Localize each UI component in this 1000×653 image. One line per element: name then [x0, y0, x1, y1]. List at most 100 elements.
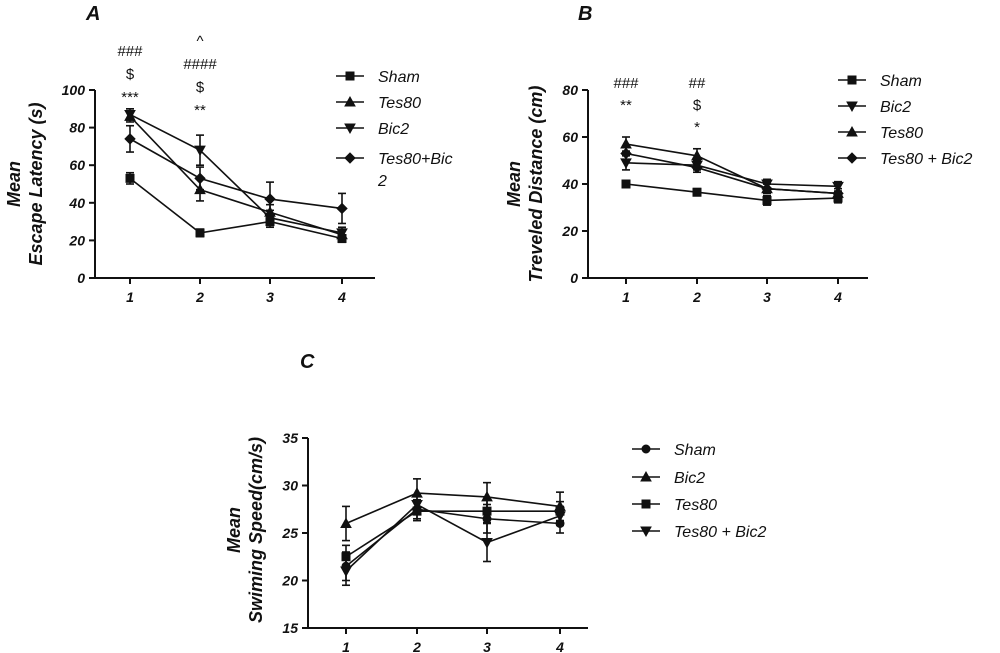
y-axis-label: Mean Escape Latency (s) [4, 102, 46, 265]
y-tick-label: 0 [77, 270, 85, 286]
data-point [194, 145, 206, 157]
legend-entry: Tes80 [632, 497, 717, 514]
significance-mark: ^ [196, 33, 203, 50]
data-point [554, 511, 566, 522]
series-line [129, 115, 343, 236]
panel-letter: B [578, 3, 592, 25]
y-tick-label: 100 [62, 82, 86, 98]
y-tick-label: 20 [561, 223, 578, 239]
data-point [481, 538, 493, 549]
significance-mark: ### [117, 43, 143, 60]
legend-entry: Tes80 + Bic2 [632, 524, 766, 541]
series-line [345, 503, 561, 572]
significance-mark: $ [196, 79, 205, 96]
series-sham [621, 179, 843, 206]
y-tick-label: 15 [282, 620, 298, 636]
legend-entry: Bic2 [838, 99, 911, 116]
legend-label: 2 [377, 173, 387, 190]
legend-label: Sham [378, 69, 420, 86]
y-axis-label-line: Swiming Speed(cm/s) [246, 437, 266, 623]
series-line [625, 152, 839, 195]
series-bic2 [620, 155, 844, 193]
data-point [411, 500, 423, 511]
legend-entry: Sham [838, 73, 922, 90]
legend-marker [344, 123, 356, 135]
series-line [345, 510, 560, 558]
series-line [625, 183, 839, 202]
significance-mark: ** [194, 102, 206, 119]
y-tick-label: 35 [282, 430, 298, 446]
x-tick-label: 3 [266, 289, 274, 305]
data-point [125, 173, 135, 183]
y-axis-label-line: Escape Latency (s) [26, 102, 46, 265]
x-tick-label: 1 [342, 639, 350, 653]
x-tick-label: 4 [833, 289, 842, 305]
series-line [625, 162, 839, 188]
significance-mark: * [694, 119, 700, 136]
data-point [194, 172, 206, 185]
significance-mark: $ [126, 66, 135, 83]
y-tick-label: 20 [68, 232, 85, 248]
legend-entry: Tes80 [336, 95, 421, 112]
series-tes80+bic2 [340, 494, 566, 587]
legend-label: Tes80 + Bic2 [674, 524, 766, 541]
data-point [340, 566, 352, 578]
x-tick-label: 1 [126, 289, 134, 305]
series-line [345, 492, 561, 525]
y-tick-label: 20 [281, 573, 298, 589]
y-axis-label-line: Mean [4, 161, 24, 207]
legend-entry: Bic2 [632, 470, 705, 487]
legend-label: Tes80 [880, 125, 923, 142]
series-tes80 [341, 498, 565, 569]
legend-label: Sham [674, 442, 716, 459]
data-point [264, 193, 276, 205]
data-point [124, 133, 136, 145]
series-tes80+bic2 [620, 145, 844, 200]
data-point [620, 147, 632, 160]
x-tick-label: 2 [692, 289, 701, 305]
legend-label: Tes80 [378, 95, 421, 112]
data-point [691, 149, 703, 161]
data-point [124, 109, 136, 121]
legend-entry: Tes80+Bic 2 [336, 151, 453, 190]
data-point [482, 506, 492, 516]
data-point [761, 182, 773, 195]
legend-label: Bic2 [674, 470, 705, 487]
legend-marker [641, 499, 651, 509]
y-tick-label: 80 [562, 82, 578, 98]
legend-label: Tes80 + Bic2 [880, 151, 972, 168]
legend-entry: Tes80 [838, 125, 923, 142]
series-sham [125, 171, 347, 244]
y-tick-label: 25 [281, 525, 298, 541]
series-line [129, 138, 343, 210]
data-point [692, 187, 702, 197]
panel-letter: A [85, 3, 100, 25]
y-axis-label-line: Treveled Distance (cm) [526, 86, 546, 283]
significance-mark: $ [693, 97, 702, 114]
significance-mark: #### [183, 56, 217, 73]
y-axis-label: Mean Swiming Speed(cm/s) [224, 437, 266, 623]
significance-mark: ### [613, 75, 639, 92]
x-tick-label: 4 [555, 639, 564, 653]
legend-label: Bic2 [880, 99, 911, 116]
y-tick-label: 80 [69, 120, 85, 136]
x-tick-label: 3 [763, 289, 771, 305]
legend-marker [345, 71, 355, 81]
data-point [336, 228, 348, 239]
data-point [691, 161, 703, 174]
legend-marker [846, 125, 858, 137]
data-point [832, 187, 844, 200]
y-axis-label-line: Mean [504, 161, 524, 207]
legend-marker [344, 95, 356, 107]
legend-marker [846, 152, 858, 164]
y-tick-label: 40 [68, 195, 85, 211]
legend-label: Bic2 [378, 121, 409, 138]
x-tick-label: 2 [195, 289, 204, 305]
series-bic2 [340, 478, 566, 542]
data-point [762, 195, 772, 205]
legend-marker [847, 75, 857, 85]
legend-entry: Tes80 + Bic2 [838, 151, 972, 168]
data-point [340, 517, 352, 528]
y-tick-label: 40 [561, 176, 578, 192]
legend-label: Tes80+Bic [378, 151, 453, 168]
